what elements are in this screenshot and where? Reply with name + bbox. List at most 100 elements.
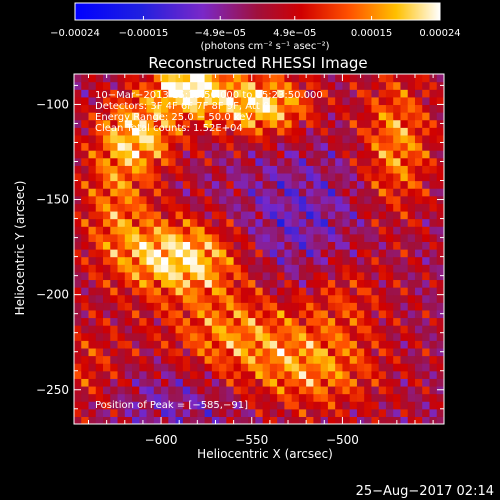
heatmap-cell	[327, 226, 336, 235]
heatmap-cell	[269, 317, 278, 326]
heatmap-cell	[204, 150, 213, 159]
heatmap-cell	[175, 89, 184, 98]
heatmap-cell	[95, 74, 104, 83]
heatmap-cell	[139, 210, 148, 220]
heatmap-cell	[211, 279, 220, 288]
heatmap-cell	[327, 325, 336, 334]
heatmap-cell	[335, 96, 344, 106]
heatmap-cell	[327, 347, 336, 357]
heatmap-cell	[335, 203, 344, 212]
heatmap-cell	[190, 233, 198, 242]
heatmap-cell	[110, 142, 119, 151]
heatmap-cell	[219, 112, 227, 121]
heatmap-cell	[262, 408, 271, 417]
heatmap-cell	[291, 172, 300, 182]
heatmap-cell	[306, 188, 315, 197]
heatmap-cell	[313, 180, 322, 189]
heatmap-cell	[103, 112, 111, 121]
heatmap-cell	[175, 287, 184, 296]
heatmap-cell	[371, 188, 380, 197]
heatmap-cell	[197, 96, 206, 106]
heatmap-cell	[335, 195, 344, 204]
heatmap-cell	[124, 104, 133, 113]
heatmap-cell	[298, 165, 307, 174]
heatmap-cell	[349, 294, 358, 303]
heatmap-cell	[414, 294, 423, 303]
heatmap-cell	[284, 363, 293, 372]
heatmap-cell	[335, 317, 344, 326]
heatmap-cell	[393, 332, 402, 341]
heatmap-cell	[364, 256, 373, 265]
heatmap-cell	[240, 347, 249, 357]
heatmap-cell	[356, 157, 365, 166]
heatmap-cell	[400, 378, 409, 387]
heatmap-cell	[124, 74, 133, 83]
heatmap-cell	[277, 370, 285, 379]
heatmap-cell	[400, 172, 409, 182]
heatmap-cell	[255, 279, 264, 288]
heatmap-cell	[422, 142, 431, 151]
heatmap-cell	[182, 134, 191, 144]
heatmap-cell	[349, 119, 358, 128]
heatmap-cell	[139, 385, 148, 395]
heatmap-cell	[117, 119, 126, 128]
heatmap-cell	[342, 226, 351, 235]
heatmap-cell	[414, 241, 423, 250]
heatmap-cell	[117, 172, 126, 182]
heatmap-cell	[117, 408, 126, 417]
heatmap-cell	[190, 112, 198, 121]
heatmap-cell	[211, 340, 220, 349]
heatmap-cell	[248, 393, 256, 402]
heatmap-cell	[117, 378, 126, 387]
heatmap-cell	[385, 256, 394, 265]
heatmap-cell	[211, 355, 220, 364]
heatmap-cell	[371, 233, 380, 242]
heatmap-cell	[298, 355, 307, 364]
heatmap-cell	[349, 74, 358, 83]
heatmap-cell	[146, 302, 155, 311]
heatmap-cell	[277, 271, 285, 281]
heatmap-image	[74, 74, 444, 424]
heatmap-cell	[407, 347, 416, 357]
heatmap-cell	[385, 89, 394, 98]
heatmap-cell	[117, 241, 126, 250]
heatmap-cell	[233, 340, 242, 349]
heatmap-cell	[103, 74, 111, 83]
heatmap-cell	[378, 325, 387, 334]
heatmap-cell	[364, 401, 373, 410]
heatmap-cell	[255, 302, 264, 311]
heatmap-cell	[385, 127, 394, 136]
heatmap-cell	[175, 150, 184, 159]
heatmap-cell	[414, 112, 423, 121]
heatmap-cell	[161, 271, 169, 281]
heatmap-cell	[327, 165, 336, 174]
heatmap-cell	[233, 256, 242, 265]
heatmap-cell	[88, 385, 97, 395]
heatmap-cell	[168, 172, 177, 182]
heatmap-cell	[248, 180, 256, 189]
heatmap-cell	[204, 332, 213, 341]
heatmap-cell	[81, 385, 90, 395]
heatmap-cell	[95, 89, 104, 98]
heatmap-cell	[385, 378, 394, 387]
heatmap-cell	[342, 287, 351, 296]
heatmap-cell	[378, 134, 387, 144]
heatmap-cell	[291, 188, 300, 197]
heatmap-cell	[436, 241, 444, 250]
heatmap-cell	[269, 241, 278, 250]
heatmap-cell	[364, 416, 373, 424]
heatmap-cell	[175, 363, 184, 372]
heatmap-cell	[407, 119, 416, 128]
heatmap-cell	[393, 226, 402, 235]
heatmap-cell	[269, 81, 278, 90]
heatmap-cell	[284, 134, 293, 144]
heatmap-cell	[219, 233, 227, 242]
heatmap-cell	[349, 256, 358, 265]
heatmap-cell	[327, 279, 336, 288]
heatmap-cell	[182, 104, 191, 113]
heatmap-cell	[327, 378, 336, 387]
heatmap-cell	[88, 203, 97, 212]
heatmap-cell	[233, 271, 242, 281]
heatmap-cell	[175, 355, 184, 364]
heatmap-cell	[117, 385, 126, 395]
